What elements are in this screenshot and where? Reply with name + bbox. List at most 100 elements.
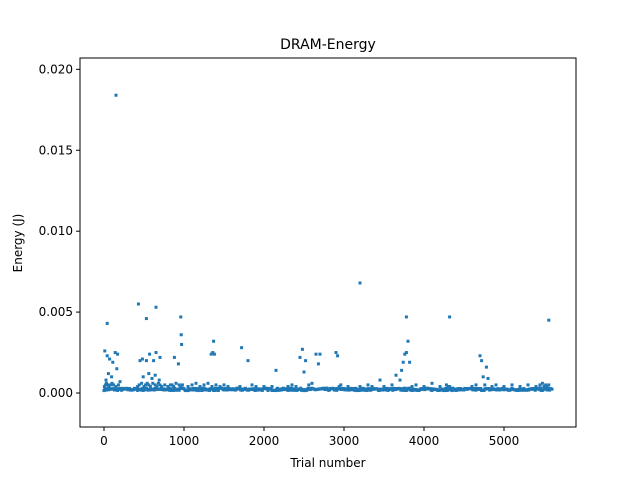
data-point (521, 388, 525, 392)
data-point (108, 357, 112, 361)
data-point (172, 385, 176, 389)
data-point (106, 383, 110, 387)
data-point (107, 385, 111, 389)
data-point (154, 351, 158, 355)
y-tick-label: 0.015 (39, 143, 73, 157)
data-point (473, 386, 477, 390)
data-point (260, 388, 264, 392)
y-tick-label: 0.000 (39, 386, 73, 400)
data-point (288, 386, 292, 390)
data-point (443, 389, 447, 393)
data-point (547, 318, 551, 322)
data-point (158, 355, 162, 359)
data-point (105, 354, 109, 358)
data-point (177, 383, 181, 387)
data-point (141, 375, 145, 379)
data-point (474, 388, 478, 392)
data-point (213, 386, 217, 390)
data-point (540, 381, 544, 385)
data-point (176, 362, 180, 366)
data-point (198, 385, 202, 389)
data-point (401, 360, 405, 364)
data-point (270, 385, 274, 389)
data-point (406, 339, 410, 343)
x-tick-label: 0 (100, 434, 108, 448)
data-point (136, 302, 140, 306)
data-point (449, 387, 453, 391)
data-point (186, 385, 190, 389)
data-point (192, 386, 196, 390)
x-tick-label: 3000 (329, 434, 360, 448)
data-point (384, 388, 388, 392)
data-point (104, 381, 108, 385)
data-point (202, 383, 206, 387)
data-point (318, 352, 322, 356)
data-point (105, 321, 109, 325)
data-point (404, 315, 408, 319)
data-point (266, 389, 270, 393)
data-point (494, 383, 498, 387)
data-point (148, 385, 152, 389)
data-point (114, 385, 118, 389)
data-point (548, 388, 552, 392)
data-point (404, 351, 408, 355)
data-point (537, 386, 541, 390)
data-point (200, 386, 204, 390)
data-point (334, 351, 338, 355)
data-point (502, 385, 506, 389)
data-point (132, 388, 136, 392)
data-point (444, 383, 448, 387)
data-point (300, 347, 304, 351)
data-point (140, 381, 144, 385)
data-point (346, 385, 350, 389)
data-point (365, 389, 369, 393)
data-point (366, 383, 370, 387)
data-point (163, 383, 167, 387)
data-point (265, 386, 269, 390)
data-point (168, 387, 172, 391)
data-point (542, 385, 546, 389)
data-point (526, 383, 530, 387)
data-point (481, 375, 485, 379)
data-point (152, 388, 156, 392)
data-point (252, 387, 256, 391)
data-point (114, 93, 118, 97)
data-point (450, 389, 454, 393)
data-point (269, 386, 273, 390)
y-tick-label: 0.020 (39, 62, 73, 76)
y-axis-title: Energy (J) (11, 214, 25, 273)
data-point (194, 386, 198, 390)
data-point (106, 372, 110, 376)
data-point (510, 383, 514, 387)
data-point (160, 385, 164, 389)
data-point (157, 378, 161, 382)
data-point (144, 359, 148, 363)
data-point (104, 383, 108, 387)
data-point (445, 388, 449, 392)
data-point (348, 388, 352, 392)
data-point (422, 385, 426, 389)
data-point (538, 388, 542, 392)
data-point (212, 388, 216, 392)
data-point (179, 315, 183, 319)
data-point (135, 386, 139, 390)
data-point (410, 385, 414, 389)
data-points-group (102, 93, 554, 393)
data-point (474, 383, 478, 387)
data-point (299, 386, 303, 390)
data-point (368, 387, 372, 391)
data-point (116, 352, 120, 356)
data-point (102, 389, 106, 393)
data-point (201, 388, 205, 392)
data-point (484, 365, 488, 369)
data-point (360, 388, 364, 392)
data-point (140, 388, 144, 392)
data-point (382, 385, 386, 389)
data-point (483, 383, 487, 387)
data-point (196, 389, 200, 393)
data-point (394, 373, 398, 377)
data-point (337, 385, 341, 389)
data-point (145, 381, 149, 385)
data-point (234, 388, 238, 392)
data-point (403, 352, 407, 356)
